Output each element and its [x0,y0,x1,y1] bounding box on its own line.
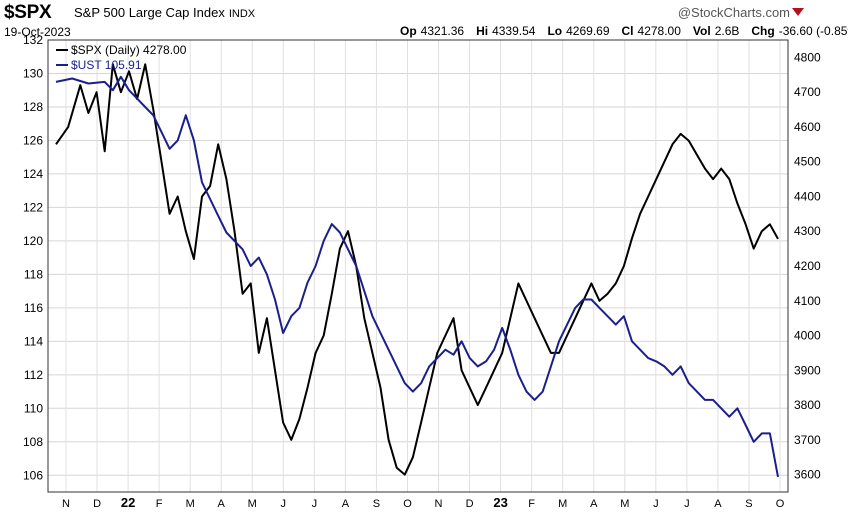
left-tick-label: 106 [23,468,43,482]
x-tick-label: A [342,498,350,510]
index-name-text: S&P 500 Large Cap Index [74,5,225,20]
plot-frame [47,39,789,493]
right-tick-label: 4400 [794,189,821,203]
quote-value: 4321.36 [420,24,465,38]
quote-value: 2.6B [714,24,740,38]
right-tick-label: 3700 [794,433,821,447]
right-tick-label: 3800 [794,398,821,412]
x-tick-label: F [156,498,163,510]
quote-label: Vol [692,24,711,38]
quote-label: Chg [751,24,775,38]
left-tick-label: 110 [24,401,43,415]
x-tick-label: M [248,498,257,510]
date: 19-Oct-2023 [4,25,71,39]
quote-label: Lo [547,24,563,38]
quote-vol: Vol 2.6B [693,24,739,38]
left-tick-label: 120 [23,234,43,248]
x-tick-label: D [466,498,474,510]
x-tick-label: J [653,498,659,510]
quote-value: 4278.00 [637,24,681,38]
right-tick-label: 4500 [794,155,821,169]
series-lines [55,63,779,478]
quote-chg: Chg-36.60 (-0.85%) [751,24,848,38]
right-tick-label: 4300 [794,224,821,238]
quote-label: Cl [621,24,634,38]
legend: $SPX (Daily) 4278.00$UST 105.91 [56,43,187,72]
left-tick-label: 122 [23,200,43,214]
right-tick-label: 3600 [794,468,821,482]
left-tick-label: 112 [24,368,43,382]
quote-op: Op 4321.36 [400,24,464,38]
left-tick-label: 128 [23,100,43,114]
quote-label: Op [400,24,417,38]
right-axis: 3600 3700 3800 3900 4000 4100 4200 4300 4400 4500… [794,50,821,481]
x-tick-label: M [620,498,629,510]
x-tick-label: J [312,498,318,510]
brand[interactable]: @StockCharts.com [677,5,790,20]
left-tick-label: 116 [24,301,43,315]
quote-cl: Cl 4278.00 [622,24,681,38]
dropdown-icon[interactable] [792,8,804,16]
x-tick-label: S [373,498,380,510]
quote-label: Hi [476,24,489,38]
left-tick-label: 130 [23,66,43,80]
quote-bar: Op 4321.36 Hi 4339.54 Lo 4269.69 Cl 4278.00 Vol 2… [400,24,848,38]
x-tick-label: N [62,498,70,510]
legend-label: $SPX (Daily) 4278.00 [71,43,187,57]
x-tick-label: A [218,498,226,510]
quote-lo: Lo 4269.69 [547,24,609,38]
x-tick-label: S [745,498,752,510]
left-tick-label: 126 [23,133,43,147]
series-line-spx [55,63,779,476]
right-tick-label: 4700 [794,85,821,99]
quote-value: 4339.54 [492,24,536,38]
x-axis: N D 22 F M A M J J A S O N D 23 F M A M J J A S O [62,495,785,510]
left-tick-label: 114 [24,334,43,348]
symbol: $SPX [4,2,52,23]
x-tick-label: F [528,498,535,510]
x-tick-label: M [558,498,567,510]
right-tick-label: 4000 [794,329,821,343]
x-tick-label: O [776,498,785,510]
legend-label: $UST 105.91 [71,58,142,72]
x-tick-label: N [435,498,443,510]
quote-hi: Hi 4339.54 [476,24,535,38]
left-tick-label: 118 [24,267,43,281]
left-tick-label: 132 [23,33,43,47]
quote-value: -36.60 (-0.85%) [778,24,848,38]
x-tick-label: A [590,498,598,510]
series-line-ust [55,75,779,478]
right-tick-label: 4200 [794,259,821,273]
x-tick-label: 22 [121,495,135,510]
x-tick-label: J [684,498,690,510]
left-tick-label: 108 [23,435,43,449]
right-tick-label: 4600 [794,120,821,134]
right-tick-label: 4800 [794,50,821,64]
left-axis: 106 108 110 112 114 116 118 120 122 124 126 128 130 1… [23,33,43,482]
x-tick-label: M [186,498,195,510]
x-tick-label: A [714,498,722,510]
x-tick-label: 23 [493,495,507,510]
x-tick-label: J [281,498,287,510]
right-tick-label: 3900 [794,363,821,377]
quote-value: 4269.69 [566,24,610,38]
grid [48,39,788,492]
right-tick-label: 4100 [794,294,821,308]
x-tick-label: D [93,498,101,510]
x-tick-label: O [403,498,412,510]
left-tick-label: 124 [23,167,43,181]
exchange: INDX [228,8,256,20]
index-name: S&P 500 Large Cap Index INDX [74,5,255,20]
